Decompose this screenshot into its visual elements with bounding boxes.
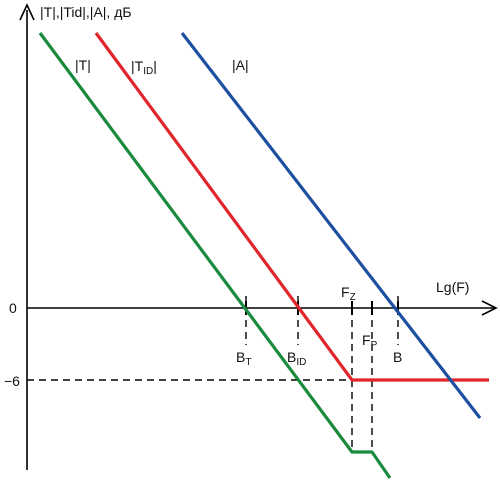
series-label-tid-tail: |	[153, 58, 157, 74]
series-label-tid-sub: ID	[143, 66, 153, 77]
marker-fz-base: F	[341, 284, 350, 300]
marker-bid-base: B	[287, 349, 296, 365]
series-line-t	[38, 32, 392, 479]
marker-label-fz: FZ	[341, 284, 356, 303]
y-axis-arrow	[19, 3, 35, 21]
marker-label-b: B	[393, 349, 402, 365]
series-line-tid	[94, 32, 489, 382]
axes	[19, 3, 498, 470]
marker-fz-sub: Z	[350, 292, 356, 303]
marker-label-fp: FP	[362, 332, 378, 351]
marker-label-bid: BID	[287, 349, 306, 368]
x-axis-label: Lg(F)	[436, 279, 469, 295]
marker-fp-sub: P	[371, 340, 378, 351]
marker-label-bt: BT	[236, 349, 251, 368]
series-label-tid-base: |T	[131, 58, 144, 74]
series-line-a	[180, 32, 482, 419]
x-axis-arrow	[481, 300, 498, 316]
series-label-tid: |TID|	[131, 58, 157, 77]
marker-bt-base: B	[236, 349, 245, 365]
ytick-label-1: −6	[4, 373, 20, 389]
ytick-label-0: 0	[9, 300, 17, 316]
marker-bt-sub: T	[245, 357, 251, 368]
marker-fp-base: F	[362, 332, 371, 348]
y-axis-label: |T|,|Tid|,|A|, дБ	[40, 4, 132, 20]
series-lines	[38, 32, 489, 479]
reference-lines	[27, 296, 399, 452]
marker-bid-sub: ID	[296, 357, 306, 368]
series-label-t: |T|	[75, 57, 91, 73]
series-label-a: |A|	[232, 57, 249, 73]
